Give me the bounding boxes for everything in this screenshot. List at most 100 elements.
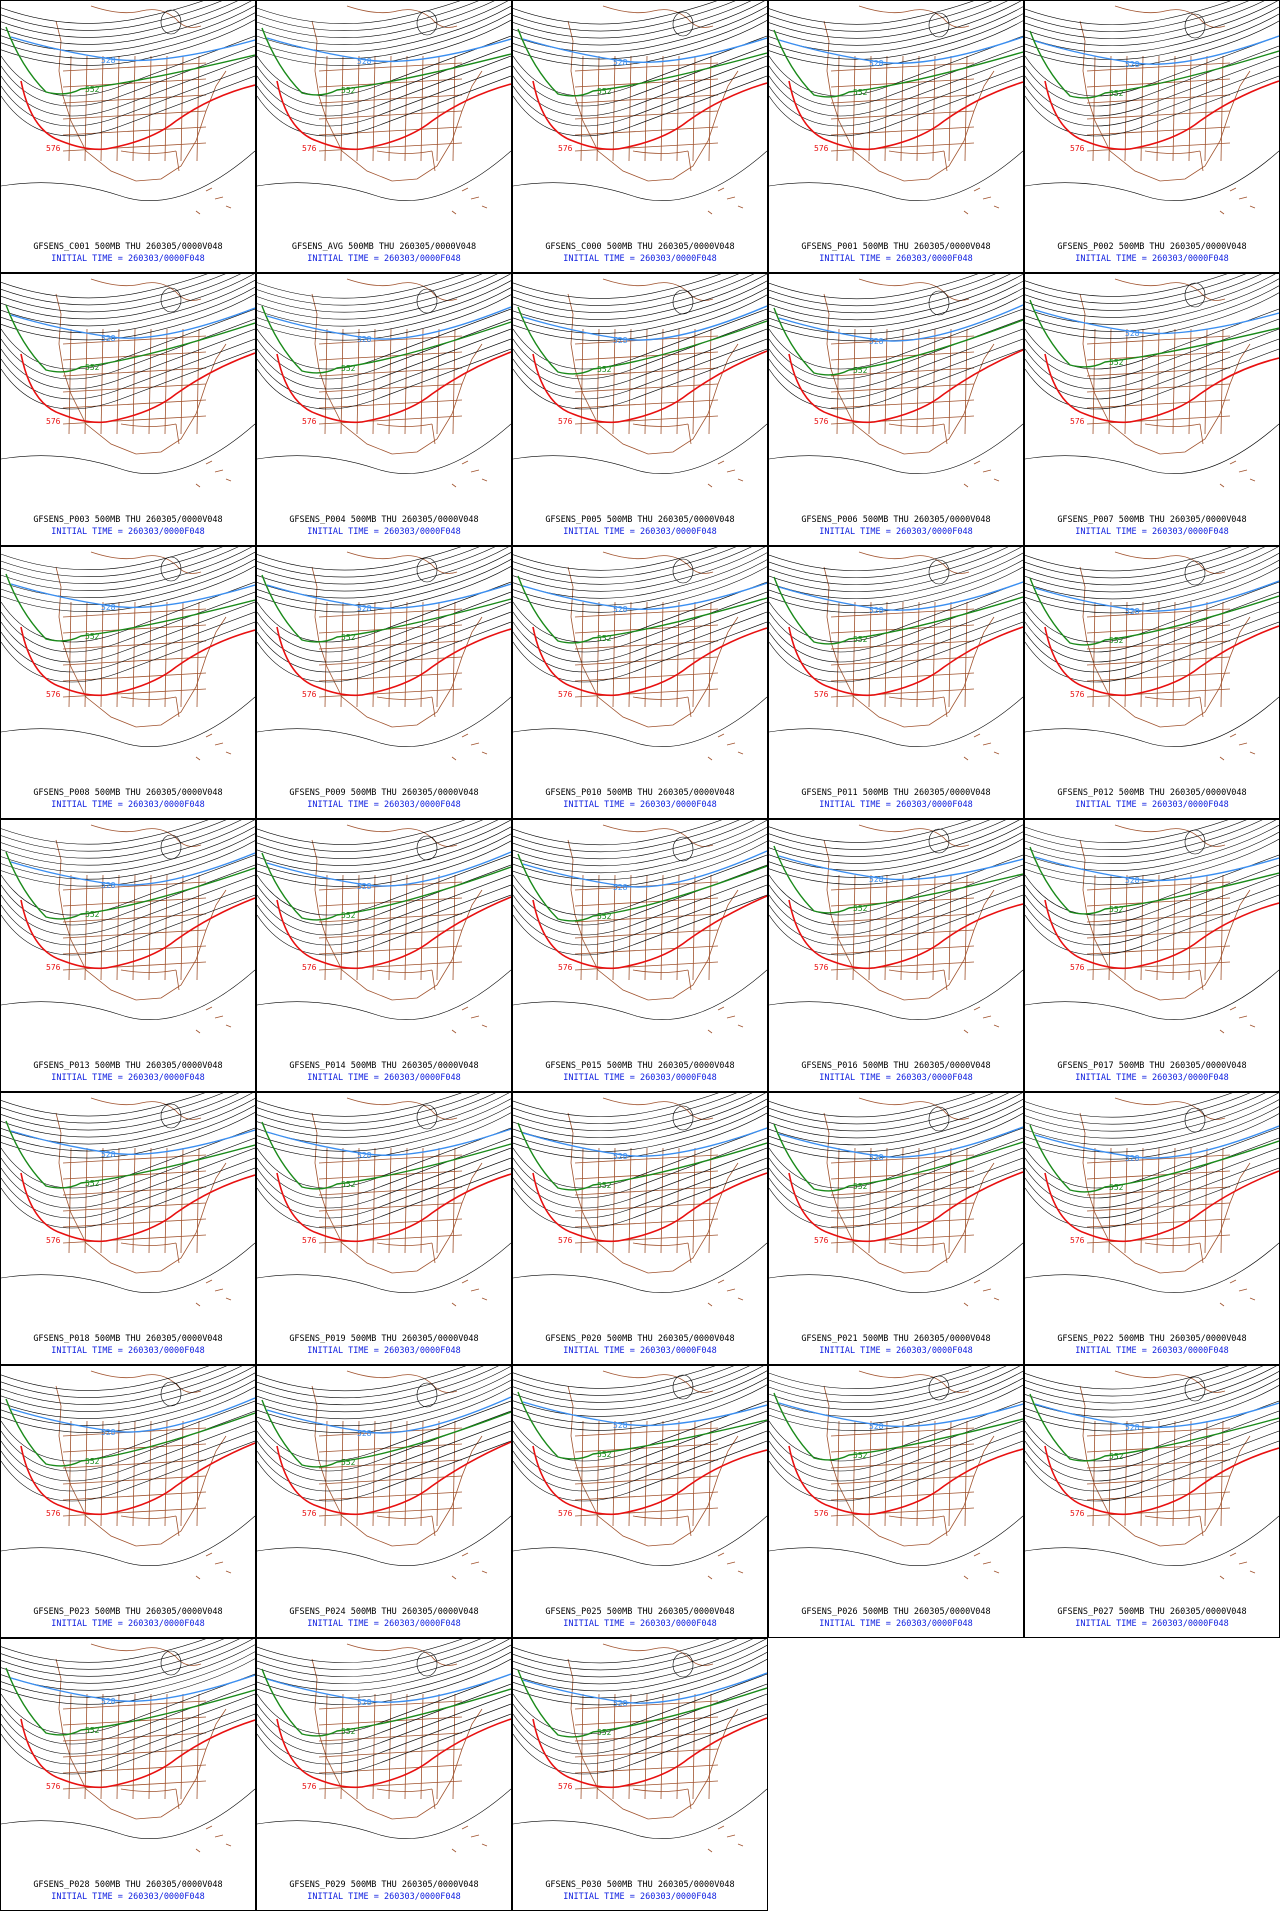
height-contours <box>257 1 511 202</box>
contour-552-label: 552 <box>597 912 612 921</box>
contour-552-label: 552 <box>85 910 100 919</box>
member-caption: GFSENS_P011 500MB THU 260305/0000V048 <box>801 788 991 798</box>
contour-528-label: 528 <box>869 1153 884 1162</box>
height-contours <box>513 820 767 1021</box>
height-contours <box>257 820 511 1021</box>
map-panel: 528 552 576 GFSENS_P023 500MB THU 260305/00… <box>0 1365 256 1638</box>
contour-552-line <box>1029 30 1279 99</box>
map-panel: 528 552 576 GFSENS_P011 500MB THU 260305/00… <box>768 546 1024 819</box>
init-time-caption: INITIAL TIME = 260303/0000F048 <box>819 1346 973 1356</box>
contour-528-line <box>778 1126 1023 1158</box>
height-contours <box>769 820 1023 1021</box>
contour-552-line <box>1029 1124 1279 1193</box>
member-caption: GFSENS_P017 500MB THU 260305/0000V048 <box>1057 1061 1247 1071</box>
height-contour-map: 528 552 576 <box>257 820 511 1034</box>
contour-552-line <box>773 29 1023 98</box>
map-panel: 528 552 576 GFSENS_P017 500MB THU 260305/00… <box>1024 819 1280 1092</box>
map-panel: 528 552 576 GFSENS_P001 500MB THU 260305/00… <box>768 0 1024 273</box>
height-contour-map: 528 552 576 <box>1 1639 255 1853</box>
contour-528-line <box>522 850 767 888</box>
height-contours <box>1 274 255 475</box>
init-time-caption: INITIAL TIME = 260303/0000F048 <box>819 800 973 810</box>
contour-552-label: 552 <box>853 635 868 644</box>
member-caption: GFSENS_P030 500MB THU 260305/0000V048 <box>545 1880 735 1890</box>
init-time-caption: INITIAL TIME = 260303/0000F048 <box>1075 1073 1229 1083</box>
height-contour-map: 528 552 576 <box>513 1639 767 1853</box>
contour-528-label: 528 <box>101 881 116 890</box>
contour-576-line <box>20 1172 255 1243</box>
init-time-caption: INITIAL TIME = 260303/0000F048 <box>563 1619 717 1629</box>
height-contour-map: 528 552 576 <box>513 1366 767 1580</box>
height-contours <box>1025 1366 1279 1567</box>
contour-552-label: 552 <box>341 633 356 642</box>
contour-552-line <box>261 1399 511 1468</box>
contour-552-line <box>261 1121 511 1190</box>
contour-576-label: 576 <box>46 144 61 153</box>
contour-576-line <box>1044 80 1279 151</box>
height-contour-map: 528 552 576 <box>1 1366 255 1580</box>
contour-552-line <box>1029 1393 1279 1462</box>
contour-576-label: 576 <box>302 690 317 699</box>
init-time-caption: INITIAL TIME = 260303/0000F048 <box>1075 527 1229 537</box>
height-contour-map: 528 552 576 <box>257 1 511 215</box>
init-time-caption: INITIAL TIME = 260303/0000F048 <box>307 1892 461 1902</box>
height-contours <box>513 1 767 202</box>
coastline-layer <box>55 1097 232 1307</box>
contour-528-label: 528 <box>357 882 372 891</box>
init-time-caption: INITIAL TIME = 260303/0000F048 <box>51 800 205 810</box>
coastline-layer <box>311 5 488 215</box>
height-contour-map: 528 552 576 <box>513 547 767 761</box>
height-contour-map: 528 552 576 <box>1025 1093 1279 1307</box>
contour-528-line <box>522 37 767 63</box>
contour-528-label: 528 <box>101 1150 116 1159</box>
init-time-caption: INITIAL TIME = 260303/0000F048 <box>51 1892 205 1902</box>
contour-576-line <box>276 1441 511 1516</box>
height-contour-map: 528 552 576 <box>769 274 1023 488</box>
contour-552-label: 552 <box>853 904 868 913</box>
contour-576-line <box>532 350 767 424</box>
contour-528-label: 528 <box>869 875 884 884</box>
member-caption: GFSENS_C000 500MB THU 260305/0000V048 <box>545 242 735 252</box>
height-contours <box>1025 820 1279 1021</box>
contour-576-label: 576 <box>1070 1236 1085 1245</box>
contour-552-line <box>261 1668 511 1737</box>
contour-552-label: 552 <box>85 1726 100 1735</box>
contour-552-label: 552 <box>853 88 868 97</box>
contour-552-label: 552 <box>85 1457 100 1466</box>
contour-528-label: 528 <box>613 1152 628 1161</box>
height-contours <box>769 1366 1023 1567</box>
height-contours <box>769 1093 1023 1294</box>
member-caption: GFSENS_P006 500MB THU 260305/0000V048 <box>801 515 991 525</box>
coastline-layer <box>1079 824 1256 1034</box>
contour-528-line <box>522 582 767 610</box>
contour-552-line <box>517 1669 767 1738</box>
height-contour-map: 528 552 576 <box>513 1 767 215</box>
coastline-layer <box>55 1370 232 1580</box>
contour-528-line <box>778 1402 1023 1428</box>
contour-528-line <box>10 36 255 62</box>
member-caption: GFSENS_P022 500MB THU 260305/0000V048 <box>1057 1334 1247 1344</box>
contour-576-label: 576 <box>558 1236 573 1245</box>
contour-528-line <box>778 304 1023 342</box>
coastline-layer <box>1079 1097 1256 1307</box>
contour-552-label: 552 <box>341 364 356 373</box>
init-time-caption: INITIAL TIME = 260303/0000F048 <box>819 1073 973 1083</box>
contour-576-label: 576 <box>814 417 829 426</box>
height-contours <box>1 820 255 1021</box>
member-caption: GFSENS_P027 500MB THU 260305/0000V048 <box>1057 1607 1247 1617</box>
coastline-layer <box>823 278 1000 488</box>
contour-552-line <box>261 27 511 96</box>
contour-552-line <box>5 851 255 920</box>
contour-552-line <box>1029 577 1279 646</box>
contour-528-label: 528 <box>101 603 116 612</box>
contour-552-line <box>5 26 255 95</box>
contour-528-label: 528 <box>613 1699 628 1708</box>
contour-528-line <box>266 1128 511 1156</box>
contour-552-label: 552 <box>853 366 868 375</box>
member-caption: GFSENS_P001 500MB THU 260305/0000V048 <box>801 242 991 252</box>
height-contours <box>1 1 255 202</box>
coastline-layer <box>567 1097 744 1307</box>
member-caption: GFSENS_P003 500MB THU 260305/0000V048 <box>33 515 223 525</box>
member-caption: GFSENS_P012 500MB THU 260305/0000V048 <box>1057 788 1247 798</box>
